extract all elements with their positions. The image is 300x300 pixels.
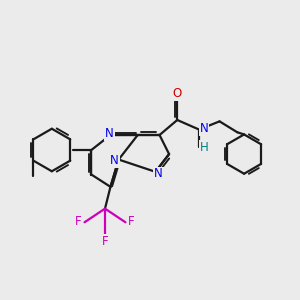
Text: F: F [102, 236, 108, 248]
Text: F: F [75, 215, 82, 228]
Text: N: N [110, 154, 119, 167]
Text: N: N [200, 122, 208, 135]
Text: N: N [154, 167, 163, 181]
Text: F: F [128, 215, 135, 228]
Text: N: N [105, 127, 114, 140]
Text: H: H [200, 141, 208, 154]
Text: O: O [172, 87, 182, 100]
